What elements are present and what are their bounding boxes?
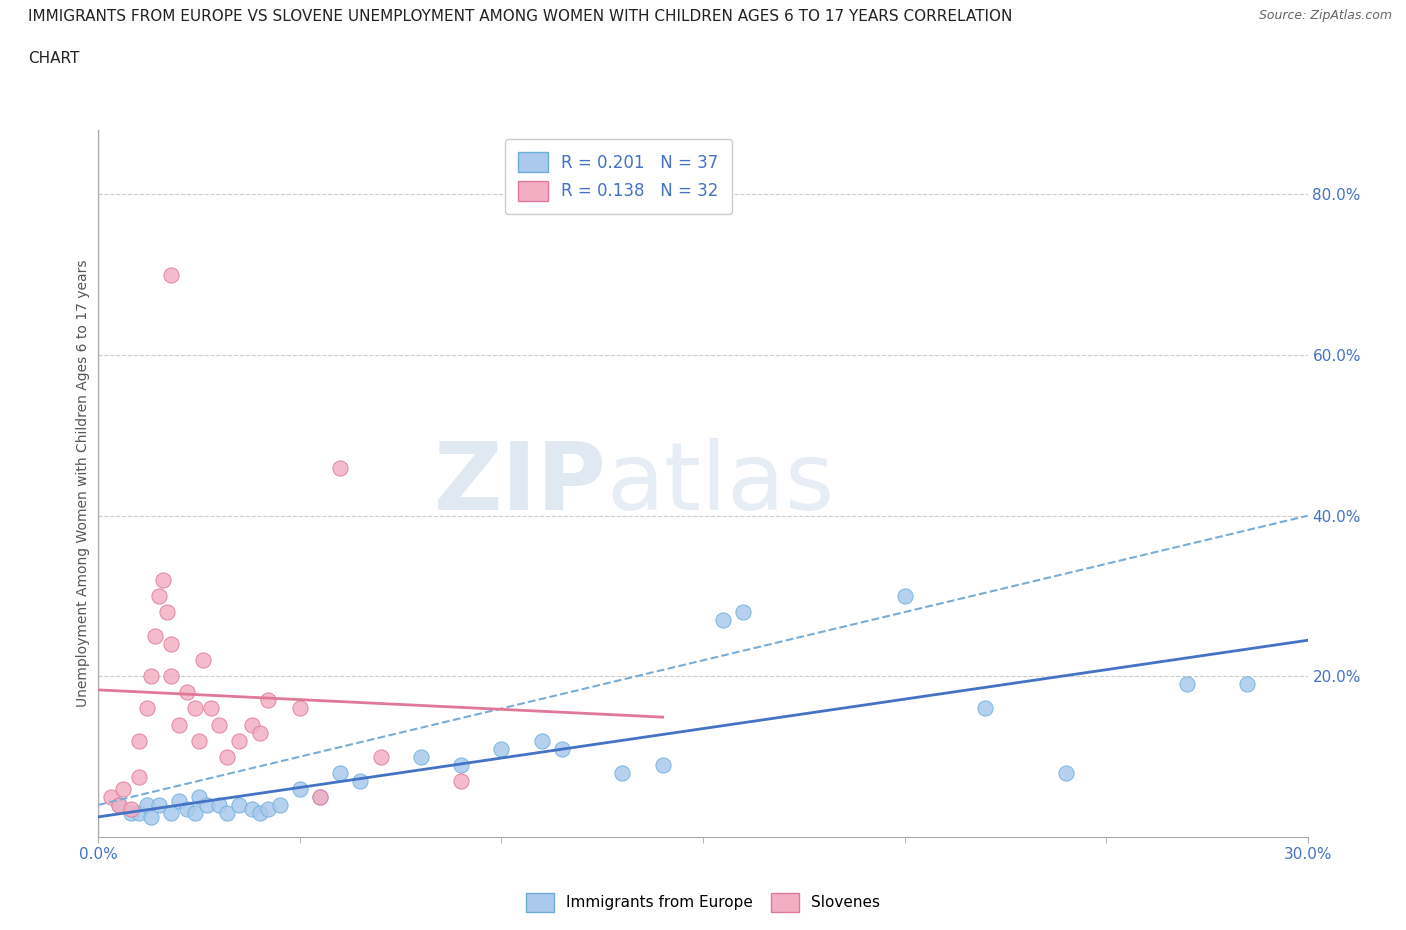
Point bbox=[193, 653, 215, 668]
Point bbox=[974, 701, 997, 716]
Point bbox=[128, 733, 150, 748]
Text: IMMIGRANTS FROM EUROPE VS SLOVENE UNEMPLOYMENT AMONG WOMEN WITH CHILDREN AGES 6 : IMMIGRANTS FROM EUROPE VS SLOVENE UNEMPL… bbox=[28, 9, 1012, 24]
Point bbox=[208, 717, 231, 732]
Point bbox=[128, 769, 150, 784]
Point bbox=[249, 725, 271, 740]
Point bbox=[651, 757, 673, 772]
Point bbox=[200, 701, 222, 716]
Point bbox=[139, 809, 162, 824]
Point bbox=[176, 802, 198, 817]
Point bbox=[450, 774, 472, 789]
Point bbox=[711, 613, 734, 628]
Text: atlas: atlas bbox=[606, 438, 835, 529]
Point bbox=[160, 637, 183, 652]
Point bbox=[208, 797, 231, 812]
Point bbox=[139, 669, 162, 684]
Point bbox=[107, 797, 129, 812]
Point bbox=[1175, 677, 1198, 692]
Point bbox=[217, 750, 239, 764]
Point bbox=[612, 765, 634, 780]
Point bbox=[167, 717, 190, 732]
Point bbox=[156, 604, 179, 619]
Point bbox=[107, 797, 129, 812]
Y-axis label: Unemployment Among Women with Children Ages 6 to 17 years: Unemployment Among Women with Children A… bbox=[76, 259, 90, 708]
Point bbox=[160, 267, 183, 282]
Point bbox=[240, 802, 263, 817]
Point bbox=[184, 701, 207, 716]
Point bbox=[160, 669, 183, 684]
Point bbox=[176, 685, 198, 700]
Point bbox=[228, 797, 250, 812]
Point bbox=[128, 805, 150, 820]
Point bbox=[240, 717, 263, 732]
Point bbox=[188, 733, 211, 748]
Point bbox=[309, 790, 332, 804]
Point bbox=[288, 781, 311, 796]
Point bbox=[329, 765, 352, 780]
Text: Source: ZipAtlas.com: Source: ZipAtlas.com bbox=[1258, 9, 1392, 22]
Text: CHART: CHART bbox=[28, 51, 80, 66]
Point bbox=[100, 790, 122, 804]
Point bbox=[148, 797, 170, 812]
Point bbox=[135, 797, 157, 812]
Point bbox=[256, 693, 278, 708]
Legend: R = 0.201   N = 37, R = 0.138   N = 32: R = 0.201 N = 37, R = 0.138 N = 32 bbox=[505, 139, 733, 214]
Point bbox=[167, 793, 190, 808]
Point bbox=[329, 460, 352, 475]
Point bbox=[184, 805, 207, 820]
Point bbox=[120, 805, 142, 820]
Point bbox=[530, 733, 553, 748]
Point bbox=[160, 805, 183, 820]
Point bbox=[551, 741, 574, 756]
Point bbox=[491, 741, 513, 756]
Text: ZIP: ZIP bbox=[433, 438, 606, 529]
Point bbox=[256, 802, 278, 817]
Point bbox=[135, 701, 157, 716]
Point bbox=[152, 573, 174, 588]
Legend: Immigrants from Europe, Slovenes: Immigrants from Europe, Slovenes bbox=[520, 887, 886, 918]
Point bbox=[120, 802, 142, 817]
Point bbox=[195, 797, 218, 812]
Point bbox=[228, 733, 250, 748]
Point bbox=[1236, 677, 1258, 692]
Point bbox=[288, 701, 311, 716]
Point bbox=[409, 750, 432, 764]
Point bbox=[217, 805, 239, 820]
Point bbox=[733, 604, 755, 619]
Point bbox=[111, 781, 134, 796]
Point bbox=[893, 589, 915, 604]
Point bbox=[349, 774, 371, 789]
Point bbox=[309, 790, 332, 804]
Point bbox=[1054, 765, 1077, 780]
Point bbox=[370, 750, 392, 764]
Point bbox=[148, 589, 170, 604]
Point bbox=[249, 805, 271, 820]
Point bbox=[450, 757, 472, 772]
Point bbox=[143, 629, 166, 644]
Point bbox=[188, 790, 211, 804]
Point bbox=[269, 797, 291, 812]
